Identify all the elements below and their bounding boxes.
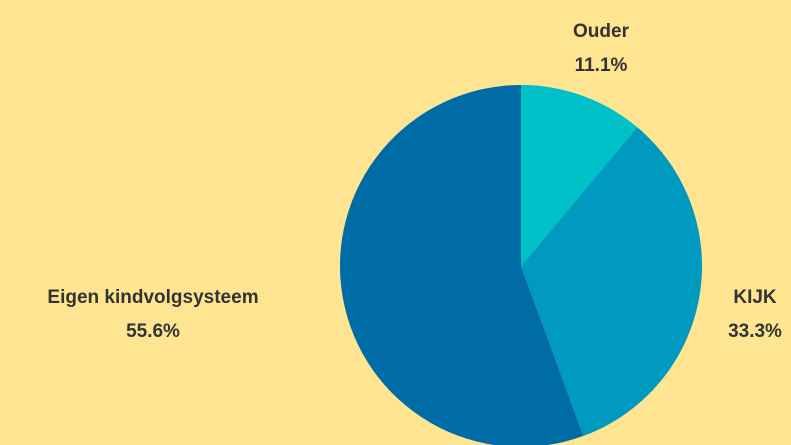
slice-label-name: Ouder (573, 21, 630, 42)
pie-labels: Ouder 11.1% KIJK 33.3% Eigen kindvolgsysteem… (47, 21, 782, 342)
slice-label-name: KIJK (733, 287, 777, 308)
slice-label-name: Eigen kindvolgsysteem (47, 287, 258, 308)
pie-slices (340, 85, 703, 445)
slice-label-value: 11.1% (575, 55, 628, 76)
slice-label-value: 33.3% (728, 321, 782, 342)
pie-slice-kijk (521, 127, 703, 436)
pie-slice-eigen-kindvolgsysteem (340, 85, 584, 445)
slice-label-value: 55.6% (126, 321, 180, 342)
pie-slice-ouder (521, 85, 638, 266)
